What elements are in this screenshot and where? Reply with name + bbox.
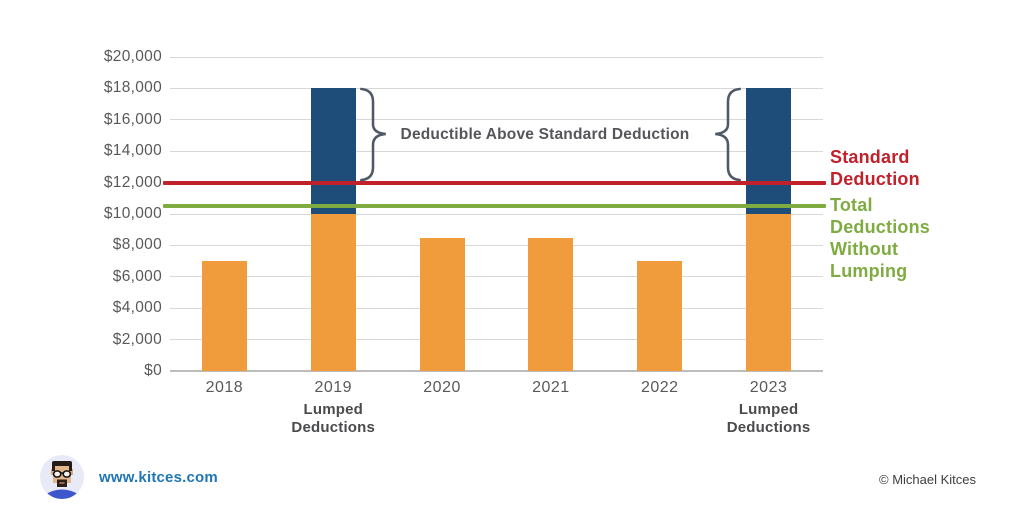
gridline	[170, 150, 823, 152]
x-axis-label-2018: 2018	[205, 379, 244, 396]
y-axis-label: $0	[144, 362, 162, 379]
y-axis-label: $20,000	[103, 48, 162, 65]
y-axis-label: $16,000	[103, 110, 162, 128]
curly-brace-right-icon	[359, 87, 386, 181]
gridline	[170, 276, 823, 278]
y-axis-label: $10,000	[103, 205, 162, 222]
reference-line-total-without-lumping	[163, 204, 826, 209]
kitces-avatar	[40, 455, 84, 499]
sub-label-2023: Lumped Deductions	[726, 401, 811, 436]
gridline	[170, 244, 823, 246]
annotation-deductible-above-standard: Deductible Above Standard Deduction	[400, 126, 690, 143]
bar-2019-above-standard	[310, 88, 356, 214]
y-axis-label: $8,000	[112, 236, 162, 254]
bar-2020-base	[419, 237, 465, 371]
bar-2023-base	[746, 214, 792, 371]
x-axis-line	[170, 370, 823, 372]
x-axis-label-2023: 2023	[749, 379, 788, 396]
bar-2023-above-standard	[746, 88, 792, 214]
plot-area: $0 $2,000 $4,000 $6,000 $8,000 $10,000 $12,000…	[104, 48, 826, 436]
legend-total-deductions-without-lumping: Total Deductions Without Lumping	[830, 195, 931, 281]
legend-standard-deduction: Standard Deduction	[830, 147, 920, 189]
x-axis-label-2020: 2020	[423, 379, 461, 396]
gridline	[170, 307, 823, 309]
bar-2022-base	[637, 261, 683, 371]
x-axis-label-2022: 2022	[640, 379, 679, 396]
x-axis-label-2019: 2019	[314, 379, 353, 396]
gridline	[170, 119, 823, 121]
y-axis-label: $6,000	[112, 267, 162, 285]
y-axis-label: $14,000	[103, 142, 162, 160]
bar-2018-base	[201, 261, 247, 371]
bar-2019-base	[310, 214, 356, 371]
gridline	[170, 213, 823, 215]
y-axis-label: $4,000	[112, 299, 162, 317]
footer-branding: www.kitces.com	[39, 454, 218, 500]
y-axis-label: $2,000	[112, 330, 162, 348]
gridline	[170, 87, 823, 89]
gridline	[170, 56, 823, 58]
y-axis-label: $12,000	[103, 173, 162, 191]
y-axis-label: $18,000	[103, 79, 162, 97]
copyright-text: © Michael Kitces	[879, 472, 976, 487]
kitces-link[interactable]: www.kitces.com	[99, 468, 218, 486]
x-axis-label-2021: 2021	[532, 379, 570, 396]
curly-brace-left-icon	[715, 87, 742, 181]
reference-line-standard-deduction	[163, 180, 826, 185]
sub-label-2019: Lumped Deductions	[291, 401, 376, 436]
gridline	[170, 339, 823, 341]
bar-2021-base	[528, 237, 574, 371]
